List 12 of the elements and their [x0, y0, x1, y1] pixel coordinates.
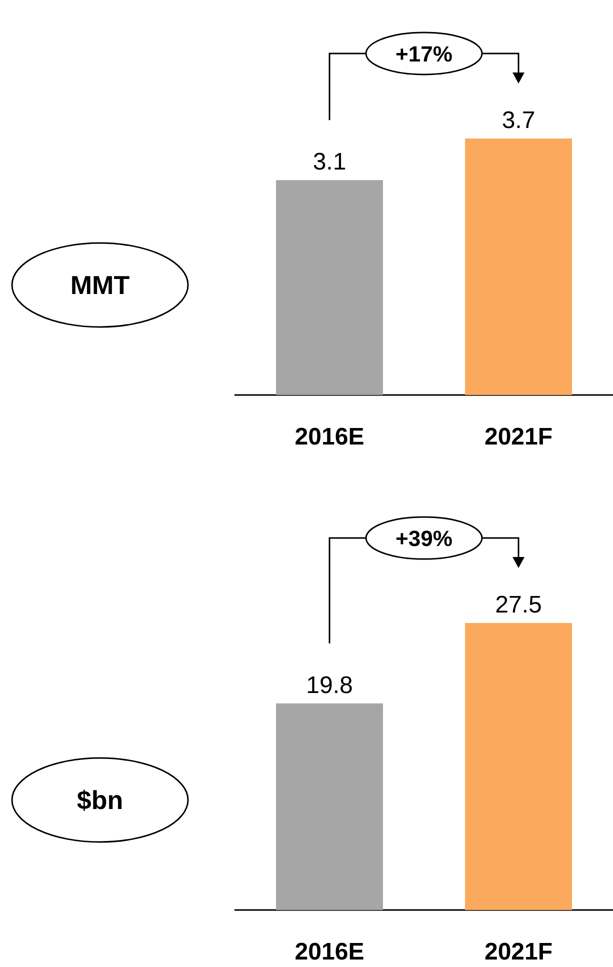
data-label: 19.8	[306, 672, 353, 699]
x-tick-label: 2021F	[484, 938, 553, 966]
text: +39%	[396, 526, 452, 552]
data-label: 27.5	[495, 592, 542, 619]
y-axis-title: $bn	[76, 785, 124, 815]
text: +17%	[396, 41, 452, 66]
y-axis-title: MMT	[70, 270, 130, 300]
x-tick-label: 2016E	[294, 938, 364, 966]
x-tick-label: 2021F	[484, 424, 553, 450]
data-label: 3.7	[502, 106, 536, 134]
x-tick-label: 2016E	[294, 424, 364, 450]
data-label: 3.1	[312, 148, 346, 176]
